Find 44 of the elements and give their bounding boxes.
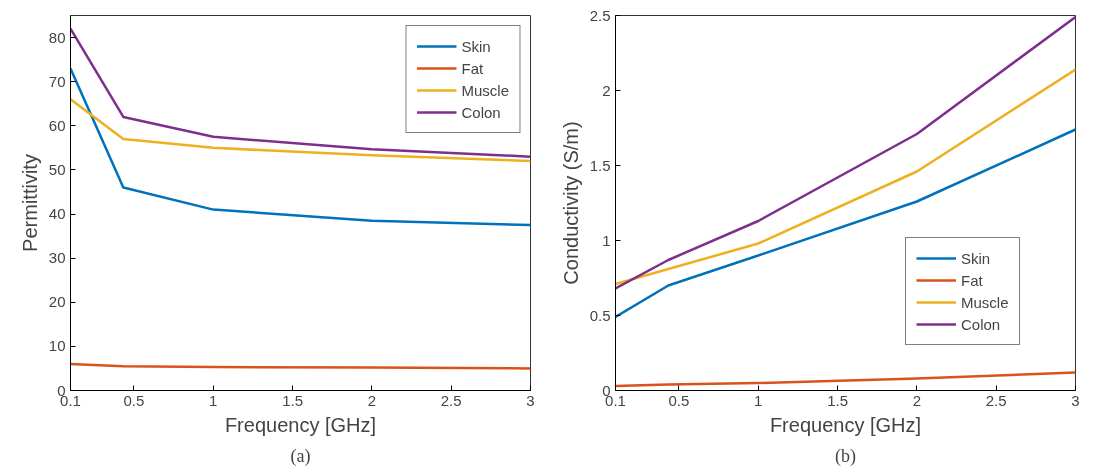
x-tick-label: 1 xyxy=(209,391,218,409)
x-tick-label: 1.5 xyxy=(827,391,848,409)
y-tick-label: 2 xyxy=(602,81,611,99)
y-tick-label: 40 xyxy=(48,205,66,223)
legend-label: Fat xyxy=(461,59,484,77)
y-tick-label: 10 xyxy=(48,337,66,355)
line-series xyxy=(70,98,531,163)
line-series xyxy=(615,15,1076,290)
x-tick-label: 3 xyxy=(526,391,535,409)
y-tick-label: 70 xyxy=(48,72,66,90)
y-tick-label: 20 xyxy=(48,293,66,311)
x-tick-label: 2 xyxy=(912,391,922,409)
y-tick-label: 1.5 xyxy=(589,156,611,174)
line-series xyxy=(615,68,1076,286)
line-series xyxy=(70,27,531,158)
x-tick-label: 2.5 xyxy=(985,391,1007,409)
legend-label: Skin xyxy=(961,249,991,267)
x-tick-label: 0.5 xyxy=(123,391,145,409)
x-tick-label: 1 xyxy=(754,391,763,409)
x-axis-title: Frequency [GHz] xyxy=(769,413,922,436)
x-tick-label: 3 xyxy=(1071,391,1080,409)
x-tick-label: 2 xyxy=(367,391,377,409)
legend-label: Colon xyxy=(961,315,1001,333)
y-axis-title: Conductivity (S/m) xyxy=(559,121,582,285)
x-tick-label: 2.5 xyxy=(440,391,462,409)
y-tick-label: 80 xyxy=(48,28,66,46)
line-series xyxy=(615,128,1076,319)
legend-label: Fat xyxy=(961,271,983,289)
y-tick-label: 60 xyxy=(48,116,66,134)
x-tick-label: 1.5 xyxy=(282,391,303,409)
y-tick-label: 1 xyxy=(602,231,611,249)
y-axis-title: Permittivity xyxy=(18,154,41,252)
y-tick-label: 50 xyxy=(48,160,66,178)
legend-label: Colon xyxy=(461,103,501,121)
legend-label: Muscle xyxy=(461,81,509,99)
x-tick-label: 0.5 xyxy=(668,391,690,409)
x-axis-title: Frequency [GHz] xyxy=(224,413,377,436)
y-tick-label: 2.5 xyxy=(589,6,611,24)
text: (a) xyxy=(290,445,311,467)
text: (b) xyxy=(835,445,857,467)
y-tick-label: 0.5 xyxy=(589,306,611,324)
legend-label: Muscle xyxy=(961,293,1009,311)
legend-label: Skin xyxy=(461,37,491,55)
y-tick-label: 30 xyxy=(48,249,66,267)
